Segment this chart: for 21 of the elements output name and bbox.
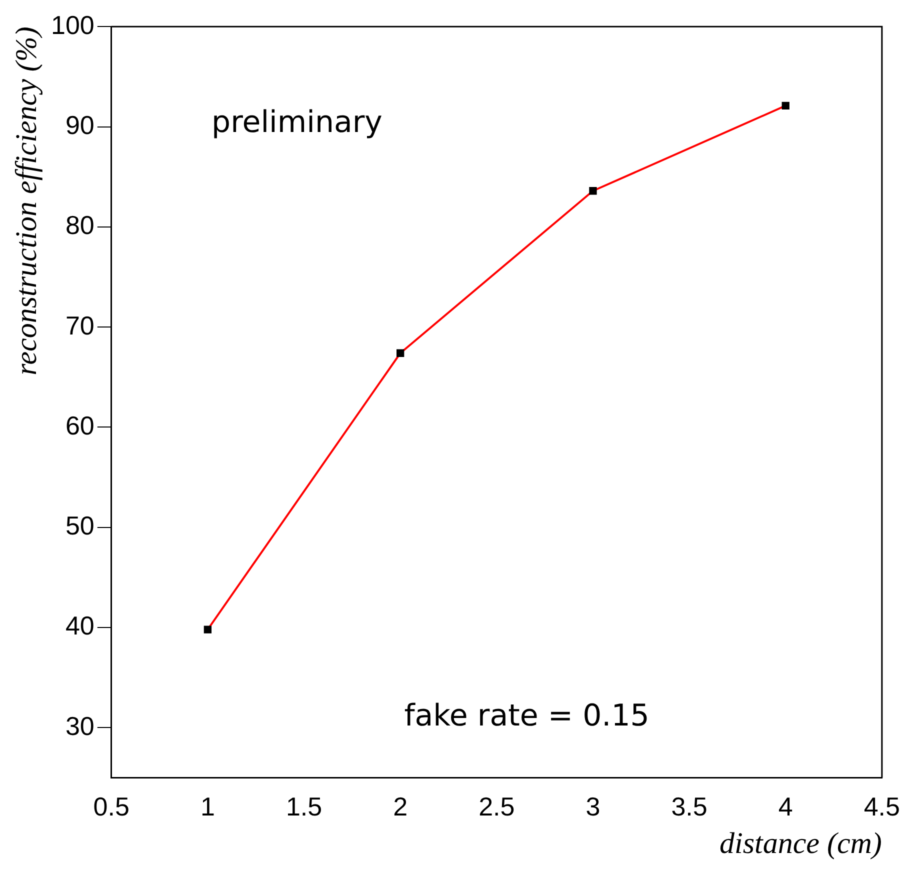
x-tick-label: 4.5 xyxy=(864,792,900,822)
y-tick-label: 100 xyxy=(50,10,94,40)
y-tick-label: 60 xyxy=(65,410,94,440)
annotation: fake rate = 0.15 xyxy=(404,698,650,734)
annotation: preliminary xyxy=(212,105,382,140)
x-tick-label: 1.5 xyxy=(286,792,322,822)
y-tick-label: 40 xyxy=(65,610,94,641)
x-tick-label: 4 xyxy=(778,792,793,822)
x-tick-label: 2.5 xyxy=(478,792,515,822)
x-tick-label: 3.5 xyxy=(671,792,708,822)
y-tick-label: 30 xyxy=(65,710,94,741)
x-tick-label: 1 xyxy=(200,792,215,822)
y-tick-label: 80 xyxy=(65,210,94,240)
x-tick-label: 0.5 xyxy=(93,792,130,822)
x-tick-label: 3 xyxy=(586,792,600,822)
x-axis-title: distance (cm) xyxy=(719,826,882,860)
y-tick-label: 90 xyxy=(65,110,94,140)
y-axis-title: reconstruction efficiency (%) xyxy=(10,26,43,376)
x-tick-label: 2 xyxy=(393,792,408,822)
y-tick-label: 50 xyxy=(65,510,94,541)
y-tick-label: 70 xyxy=(65,310,94,340)
